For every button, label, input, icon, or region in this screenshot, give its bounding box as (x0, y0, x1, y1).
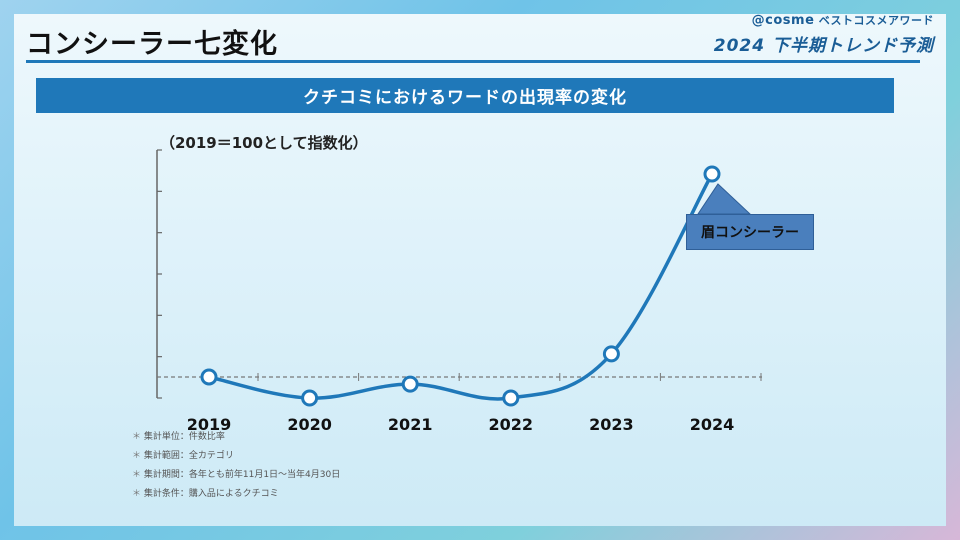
note-scope: 集計範囲：全カテゴリ (132, 447, 340, 466)
page-title: コンシーラー七変化 (26, 29, 278, 60)
note-condition: 集計条件：購入品によるクチコミ (132, 485, 340, 504)
note-unit: 集計単位：件数比率 (132, 428, 340, 447)
data-point-2022 (502, 389, 520, 407)
chart-index-note: （2019＝100として指数化） (160, 134, 368, 152)
series-line-eyebrow-concealer (207, 172, 714, 401)
callout-pointer (697, 183, 752, 215)
data-point-2019 (200, 368, 218, 386)
chart-notes: 集計単位：件数比率 集計範囲：全カテゴリ 集計期間：各年とも前年11月1日〜当年… (132, 428, 340, 504)
x-tick-label-2023: 2023 (589, 415, 634, 434)
data-point-2021 (401, 375, 419, 393)
data-point-2024 (703, 165, 721, 183)
brand-award: ベストコスメアワード (818, 14, 934, 27)
brand-block: @cosme ベストコスメアワード 2024 下半期トレンド予測 (714, 12, 934, 56)
brand-top: @cosme ベストコスメアワード (714, 12, 934, 28)
callout-label: 眉コンシーラー (686, 214, 814, 250)
x-tick-label-2021: 2021 (388, 415, 433, 434)
data-point-2020 (301, 389, 319, 407)
x-tick-label-2024: 2024 (690, 415, 735, 434)
chart-banner: クチコミにおけるワードの出現率の変化 (36, 78, 894, 113)
note-period: 集計期間：各年とも前年11月1日〜当年4月30日 (132, 466, 340, 485)
brand-subtitle: 2024 下半期トレンド予測 (713, 36, 934, 56)
x-tick-label-2022: 2022 (489, 415, 534, 434)
brand-cosme: @cosme (751, 13, 815, 28)
title-underline (26, 60, 920, 63)
data-point-2023 (602, 345, 620, 363)
